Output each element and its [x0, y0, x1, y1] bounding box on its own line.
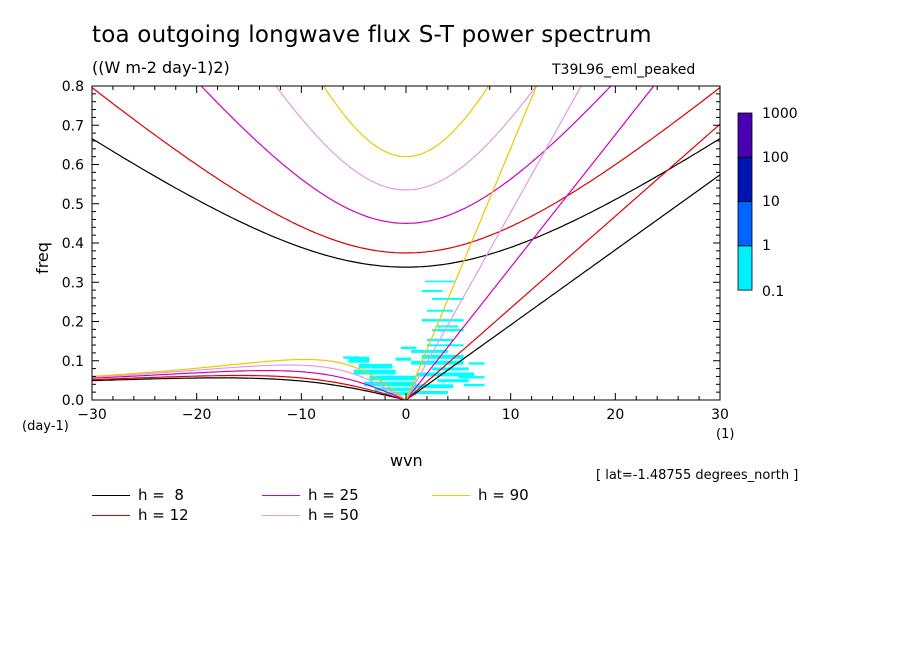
axis-tick-labels: −30 −20 −10 0 10 20 30 0.0 0.1 0.2 0.3 0.4 0.5 0.6 0.7… [62, 79, 729, 423]
ig-curve-h25 [200, 86, 612, 225]
legend-label-h25: h = 25 [308, 486, 359, 504]
kelvin-curve-h90 [405, 86, 538, 400]
colorbar-label-1000: 1000 [762, 106, 798, 122]
legend-label-h8: h = 8 [138, 486, 184, 504]
colorbar-segment [737, 156, 753, 203]
y-tick-label: 0.8 [62, 79, 84, 95]
y-tick-label: 0.6 [62, 158, 84, 174]
kelvin-curve-h50 [405, 86, 582, 400]
axis-ticks [91, 85, 721, 401]
power-patch [416, 391, 448, 395]
power-patch [421, 290, 443, 293]
power-patch [468, 362, 485, 365]
power-patch [369, 375, 417, 381]
y-tick-label: 0.2 [62, 315, 84, 331]
x-unit-label: (1) [716, 427, 734, 442]
power-patch [416, 372, 475, 377]
power-patch [411, 384, 454, 389]
legend-swatch-h90 [432, 495, 470, 496]
run-name: T39L96_eml_peaked [552, 62, 696, 78]
power-patch [395, 357, 412, 361]
colorbar-label-1: 1 [762, 238, 771, 254]
kelvin-curve-h25 [405, 86, 655, 400]
y-tick-label: 0.7 [62, 118, 84, 134]
y-tick-label: 0.0 [62, 393, 84, 409]
legend-swatch-h8 [92, 495, 130, 496]
colorbar-label-10: 10 [762, 194, 780, 210]
power-patch [364, 381, 417, 387]
x-tick-label: 10 [502, 407, 520, 423]
power-patch [437, 379, 469, 383]
ig-curve-h8 [92, 138, 720, 268]
power-patch [421, 319, 464, 322]
rossby-curve-h25 [92, 370, 407, 400]
y-axis-label: freq [33, 242, 52, 274]
legend-label-h50: h = 50 [308, 506, 359, 524]
power-patch [426, 309, 454, 312]
rossby-curve-h8 [92, 377, 407, 400]
chart-title: toa outgoing longwave flux S-T power spe… [92, 22, 652, 48]
power-patch [353, 369, 396, 375]
power-patch [348, 356, 370, 363]
colorbar-segment [737, 245, 753, 291]
legend-swatch-h50 [262, 515, 300, 516]
power-patch [343, 356, 359, 359]
colorbar [737, 112, 753, 291]
power-patch [458, 376, 485, 379]
y-tick-label: 0.5 [62, 197, 84, 213]
ig-curve-h90 [322, 86, 490, 158]
dispersion-curves [92, 86, 720, 400]
x-tick-label: −30 [77, 407, 107, 423]
power-patch [385, 392, 417, 396]
power-patch [411, 360, 464, 365]
colorbar-segment [737, 112, 753, 158]
colorbar-label-100: 100 [762, 150, 789, 166]
legend-label-h90: h = 90 [478, 486, 529, 504]
kelvin-curve-h12 [405, 123, 720, 400]
power-patch [411, 349, 448, 353]
y-tick-label: 0.3 [62, 275, 84, 291]
power-patch [437, 325, 459, 328]
chart-units: ((W m-2 day-1)2) [92, 58, 230, 77]
power-patch [421, 354, 464, 359]
rossby-curve-h50 [92, 364, 407, 400]
power-patch [463, 383, 485, 387]
y-tick-label: 0.1 [62, 354, 84, 370]
rossby-curve-h90 [92, 358, 407, 400]
power-patch [426, 344, 464, 347]
rossby-curve-h12 [92, 374, 407, 400]
ig-curve-h50 [275, 86, 537, 191]
legend-swatch-h25 [262, 495, 300, 496]
colorbar-segment [737, 201, 753, 247]
power-patch [400, 346, 417, 349]
y-tick-label: 0.4 [62, 236, 84, 252]
latitude-note: [ lat=-1.48755 degrees_north ] [596, 468, 799, 483]
x-tick-label: 0 [402, 407, 411, 423]
legend-label-h12: h = 12 [138, 506, 189, 524]
kelvin-curve-h8 [405, 174, 720, 400]
power-patch [374, 387, 417, 392]
power-patch [432, 367, 469, 371]
x-tick-label: 20 [606, 407, 624, 423]
power-patch [424, 280, 455, 283]
ig-curve-h12 [92, 87, 720, 254]
legend-swatch-h12 [92, 515, 130, 516]
power-patch [432, 329, 464, 332]
x-tick-label: −10 [287, 407, 317, 423]
x-axis-label: wvn [390, 451, 423, 470]
x-tick-label: −20 [182, 407, 212, 423]
power-patch [358, 363, 393, 369]
y-unit-label: (day-1) [22, 419, 69, 434]
x-tick-label: 30 [711, 407, 729, 423]
colorbar-label-0.1: 0.1 [762, 284, 785, 300]
